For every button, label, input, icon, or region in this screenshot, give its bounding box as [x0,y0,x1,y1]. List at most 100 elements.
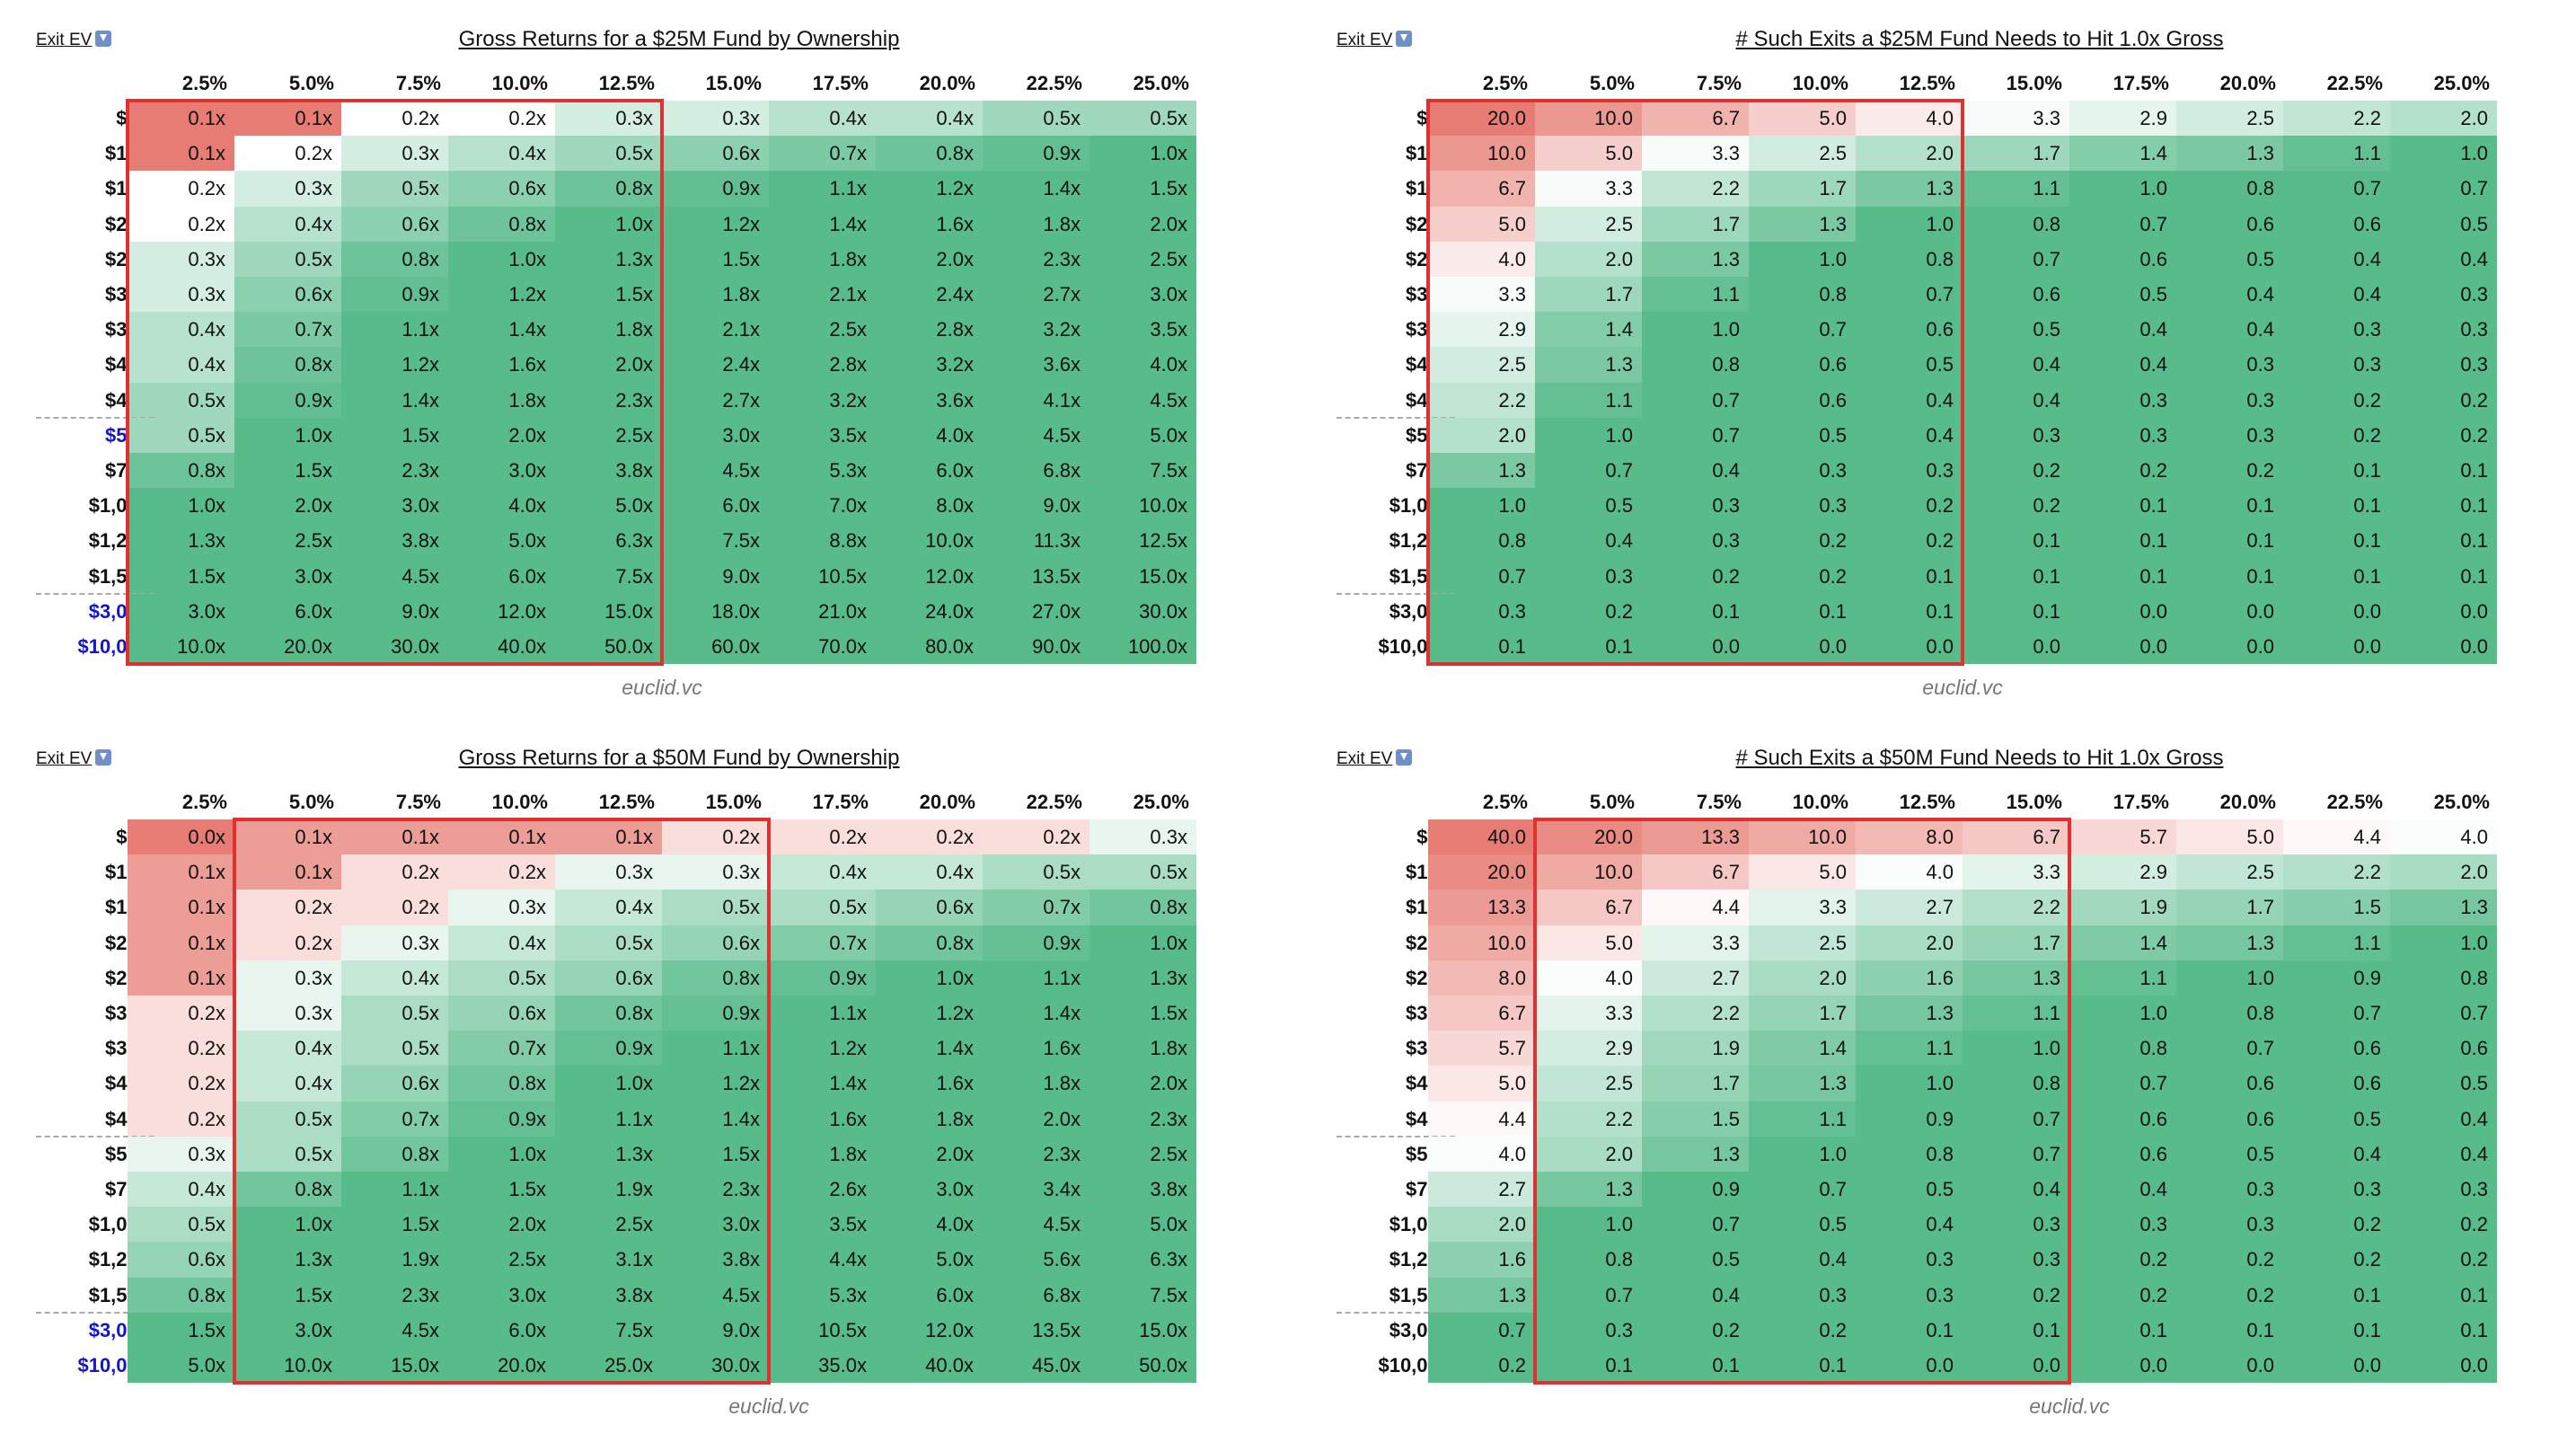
heatmap-cell: 0.1x [128,960,234,996]
heatmap-cell: 0.2x [128,1101,234,1137]
heatmap-cell: 0.0 [1963,1348,2069,1384]
heatmap-cell: 0.1 [2390,558,2497,594]
heatmap-cell: 4.5x [983,417,1090,453]
column-header: 7.5% [1696,72,1742,94]
heatmap-cell: 3.0x [234,558,341,594]
heatmap-cell: 0.2 [2283,417,2390,453]
heatmap-cell: 0.7 [1642,417,1749,453]
heatmap-cell: 0.6 [1749,347,1856,383]
heatmap-cell: 2.9 [1428,312,1535,348]
heatmap-cell: 3.8x [662,1242,769,1278]
heatmap-cell: 0.8 [1856,241,1963,277]
heatmap-cell: 0.1x [128,854,234,890]
exit-ev-link[interactable]: Exit EV [36,29,112,50]
heatmap-cell: 1.7 [1749,996,1856,1031]
heatmap-cell: 2.0x [1090,206,1196,242]
column-header: 17.5% [2113,791,2169,813]
heatmap-cell: 6.0x [876,1277,983,1313]
heatmap-cell: 0.6 [2176,1101,2283,1137]
heatmap-cell: 0.2 [2176,1242,2283,1278]
heatmap-cell: 3.8x [555,453,662,489]
heatmap-cell: 12.0x [448,593,555,629]
heatmap-cell: 2.9 [2069,101,2176,137]
heatmap-cell: 1.8x [448,382,555,418]
heatmap-cell: 7.5x [555,558,662,594]
heatmap-cell: 2.7 [1642,960,1749,996]
heatmap-cell: 1.3 [1535,1172,1642,1208]
heatmap-cell: 5.0x [128,1348,234,1384]
column-header: 17.5% [2113,72,2169,94]
heatmap-cell: 0.8 [2390,960,2497,996]
exit-ev-link[interactable]: Exit EV [1337,29,1413,50]
heatmap-cell: 0.1 [1428,629,1535,665]
heatmap-cell: 1.0x [234,417,341,453]
heatmap-cell: 20.0x [234,629,341,665]
heatmap-cell: 3.3 [1749,890,1856,925]
heatmap-cell: 0.1 [1642,1348,1749,1384]
heatmap-cell: 1.0 [2069,171,2176,207]
heatmap-cell: 0.5 [1749,1207,1856,1243]
heatmap-cell: 0.4 [2390,1101,2497,1137]
heatmap-cell: 2.0x [555,347,662,383]
heatmap-cell: 2.0 [1535,1136,1642,1172]
heatmap-cell: 30.0x [1090,593,1196,629]
heatmap-cell: 1.5 [2283,890,2390,925]
heatmap-cell: 0.5x [983,101,1090,137]
heatmap-cell: 0.1 [2176,523,2283,559]
heatmap-cell: 0.2x [662,819,769,855]
heatmap-cell: 1.0 [1963,1031,2069,1067]
heatmap-cell: 1.8x [1090,1031,1196,1067]
exit-ev-link[interactable]: Exit EV [36,748,112,769]
heatmap-cell: 0.3x [341,925,448,960]
heatmap-cell: 2.6x [769,1172,876,1208]
heatmap-cell: 1.0 [1856,206,1963,242]
heatmap-cell: 1.4 [2069,136,2176,172]
heatmap-cell: 0.1 [2283,1312,2390,1348]
heatmap-cell: 0.4 [2390,1136,2497,1172]
heatmap-cell: 0.7 [1642,382,1749,418]
heatmap-cell: 2.5x [1090,241,1196,277]
heatmap-cell: 1.2x [769,1031,876,1067]
heatmap-cell: 0.2 [2069,1277,2176,1313]
heatmap-cell: 0.2 [1749,1312,1856,1348]
heatmap-cell: 6.8x [983,1277,1090,1313]
heatmap-cell: 2.5x [1090,1136,1196,1172]
heatmap-cell: 13.5x [983,558,1090,594]
heatmap-cell: 0.8x [555,171,662,207]
heatmap-cell: 5.0x [448,523,555,559]
heatmap-cell: 0.4x [769,854,876,890]
chart-title: # Such Exits a $25M Fund Needs to Hit 1.… [1735,27,2224,51]
exit-ev-link[interactable]: Exit EV [1337,748,1413,769]
heatmap-cell: 1.2x [662,206,769,242]
heatmap-cell: 0.6 [1963,277,2069,313]
heatmap-cell: 0.8 [1856,1136,1963,1172]
heatmap-cell: 0.8x [234,1172,341,1208]
heatmap-cell: 0.7x [769,925,876,960]
heatmap-cell: 3.0x [662,1207,769,1243]
heatmap-cell: 0.5 [2283,1101,2390,1137]
heatmap-cell: 0.7 [2176,1031,2283,1067]
heatmap-cell: 1.3 [1856,171,1963,207]
heatmap-cell: 0.4x [341,960,448,996]
heatmap-cell: 0.2x [128,1031,234,1067]
heatmap-cell: 0.3x [128,241,234,277]
heatmap-cell: 2.5x [555,1207,662,1243]
heatmap-cell: 0.2x [769,819,876,855]
heatmap-cell: 4.5x [1090,382,1196,418]
heatmap-cell: 0.3 [1535,1312,1642,1348]
watermark: euclid.vc [1922,676,2003,699]
heatmap-cell: 2.1x [769,277,876,313]
heatmap-cell: 0.5x [448,960,555,996]
heatmap-cell: 0.4x [448,925,555,960]
heatmap-cell: 0.1x [128,890,234,925]
heatmap-cell: 0.5x [555,925,662,960]
heatmap-cell: 2.3x [555,382,662,418]
heatmap-cell: 0.6 [2069,1136,2176,1172]
column-header: 2.5% [1482,72,1528,94]
panel-gross-returns-25m: Exit EV Gross Returns for a $25M Fund by … [36,27,1234,710]
column-header: 25.0% [2433,791,2490,813]
download-icon [1396,749,1413,766]
heatmap-cell: 1.8x [876,1101,983,1137]
heatmap-cell: 0.1x [555,819,662,855]
heatmap-cell: 0.2 [1856,488,1963,524]
